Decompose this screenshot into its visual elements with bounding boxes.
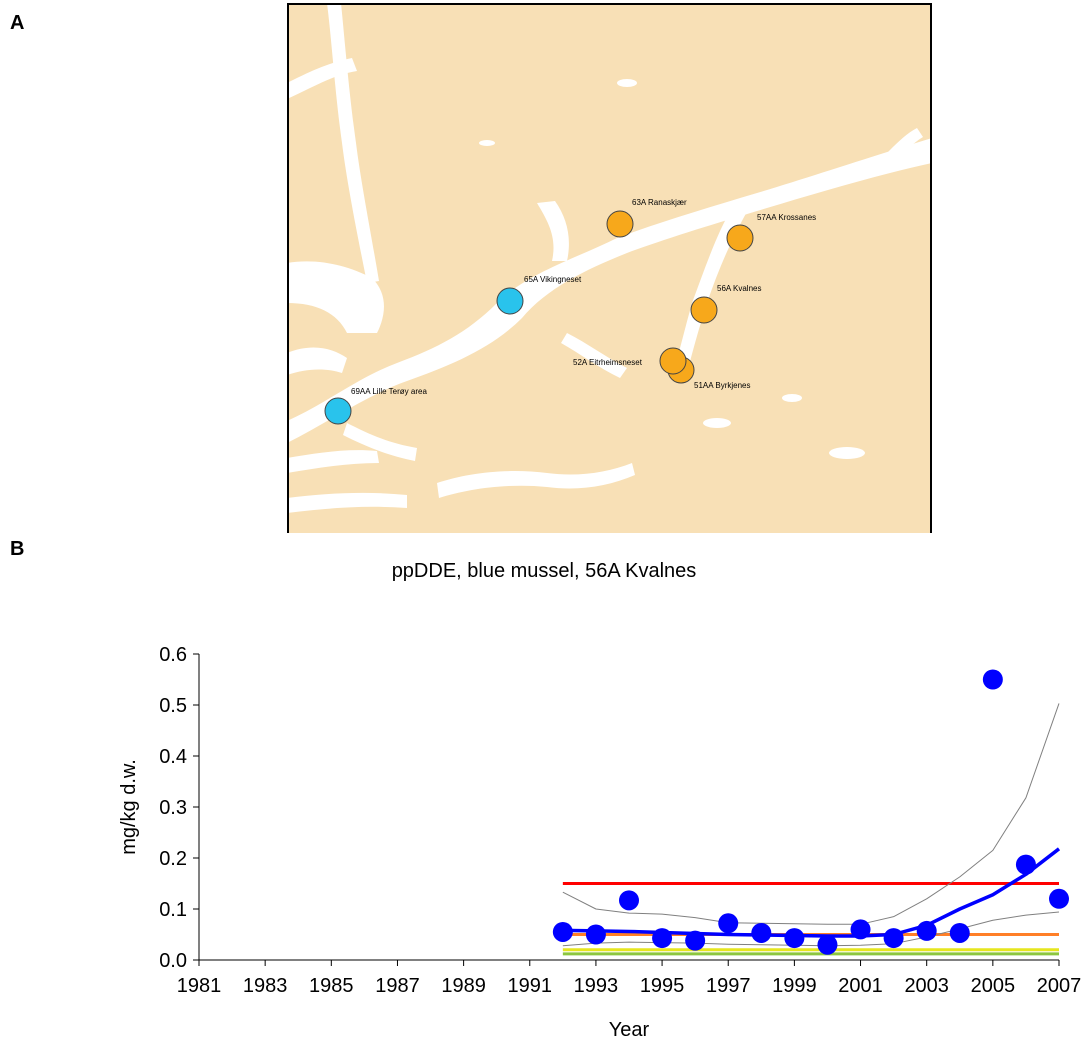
y-tick-label: 0.3 (159, 797, 187, 819)
data-point (685, 930, 706, 951)
x-tick-label: 1993 (574, 975, 619, 997)
data-point (652, 928, 673, 949)
station-label: 65A Vikingneset (524, 275, 582, 284)
data-point (883, 928, 904, 949)
data-point (1015, 854, 1036, 875)
data-point (751, 922, 772, 943)
map-frame (287, 3, 932, 533)
x-tick-label: 2005 (971, 975, 1016, 997)
data-point (784, 928, 805, 949)
map-station-65A[interactable]: 65A Vikingneset (496, 275, 582, 315)
map-station-57AA[interactable]: 57AA Krossanes (726, 213, 816, 252)
panel-letter-b: B (10, 538, 25, 560)
x-tick-label: 1991 (508, 975, 553, 997)
data-point (982, 669, 1003, 690)
map-station-56A[interactable]: 56A Kvalnes (690, 284, 761, 324)
x-tick-label: 1987 (375, 975, 420, 997)
ci-upper-line (562, 703, 1060, 925)
x-tick-label: 1983 (243, 975, 288, 997)
x-tick-label: 2001 (838, 975, 883, 997)
y-axis-label: mg/kg d.w. (118, 759, 140, 855)
station-label: 56A Kvalnes (717, 284, 761, 293)
y-tick-label: 0.6 (159, 644, 187, 666)
data-point (1049, 888, 1069, 909)
data-point (916, 920, 937, 941)
x-tick-label: 1989 (441, 975, 486, 997)
data-point (949, 922, 970, 943)
data-point (850, 919, 871, 940)
data-point (585, 924, 606, 945)
station-label: 52A Eitrheimsneset (573, 358, 643, 367)
data-point (718, 913, 739, 934)
map-station-69AA[interactable]: 69AA Lille Terøy area (324, 387, 427, 425)
ci-lower-line (562, 911, 1060, 947)
station-label: 69AA Lille Terøy area (351, 387, 427, 396)
chart-title: ppDDE, blue mussel, 56A Kvalnes (391, 560, 697, 582)
data-point (552, 921, 573, 942)
station-label: 57AA Krossanes (757, 213, 816, 222)
station-map: 63A Ranaskjær 57AA Krossanes 65A Vikingn… (287, 3, 932, 533)
y-tick-label: 0.0 (159, 950, 187, 972)
x-axis-label: Year (609, 1019, 650, 1041)
x-tick-label: 1995 (640, 975, 685, 997)
map-station-63A[interactable]: 63A Ranaskjær (606, 198, 687, 238)
x-tick-label: 1981 (177, 975, 222, 997)
map-water (287, 3, 932, 513)
y-tick-label: 0.4 (159, 746, 187, 768)
x-tick-label: 1999 (772, 975, 817, 997)
station-label: 51AA Byrkjenes (694, 381, 750, 390)
x-tick-label: 2003 (904, 975, 949, 997)
data-point (817, 934, 838, 955)
data-point (619, 890, 639, 911)
map-station-52A[interactable]: 52A Eitrheimsneset (573, 347, 687, 375)
x-tick-label: 1985 (309, 975, 354, 997)
station-label: 63A Ranaskjær (632, 198, 687, 207)
y-tick-label: 0.2 (159, 848, 187, 870)
y-tick-label: 0.5 (159, 695, 187, 717)
x-tick-label: 2007 (1037, 975, 1082, 997)
chart: 0.0 0.1 0.2 0.3 0.4 0.5 0.6 1981 1983 1985 1987 198… (118, 644, 1081, 1041)
panel-letter-a: A (10, 12, 25, 34)
y-tick-label: 0.1 (159, 899, 187, 921)
x-tick-label: 1997 (706, 975, 751, 997)
plot-area: 0.0 0.1 0.2 0.3 0.4 0.5 0.6 1981 1983 1985 1987 198… (159, 644, 1081, 997)
trend-line (562, 847, 1061, 938)
